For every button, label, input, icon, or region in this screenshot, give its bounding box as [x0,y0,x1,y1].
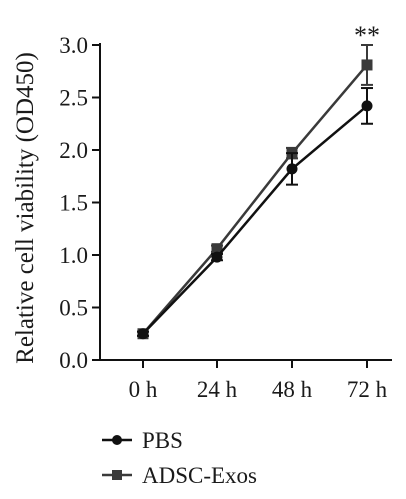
data-point-pbs [137,328,149,340]
x-tick-label: 48 h [272,377,313,402]
legend: PBS ADSC-Exos [102,428,257,488]
y-tick-label: 0.0 [59,348,88,373]
legend-label-adsc-exos: ADSC-Exos [142,463,257,488]
legend-item-pbs: PBS [102,428,183,453]
data-point-pbs [361,100,373,112]
data-point-adsc-exos [361,59,373,71]
x-tick-label: 24 h [197,377,238,402]
series-adsc-exos [137,44,373,340]
x-tick-label: 0 h [129,377,158,402]
legend-marker-pbs [112,435,122,445]
y-axis-label: Relative cell viability (OD450) [12,52,39,364]
annotations: ** [354,21,380,50]
y-tick-label: 0.5 [59,296,88,321]
data-point-pbs [286,163,298,175]
legend-label-pbs: PBS [142,428,183,453]
y-tick-label: 1.5 [59,191,88,216]
y-tick-label: 2.5 [59,86,88,111]
series-layer [137,44,373,340]
legend-item-adsc-exos: ADSC-Exos [102,463,257,488]
legend-marker-adsc-exos [112,470,122,480]
series-line-adsc-exos [142,64,368,335]
data-point-adsc-exos [211,243,223,255]
axes [92,43,392,368]
y-tick-label: 1.0 [59,243,88,268]
tick-labels: 0.0 0.5 1.0 1.5 2.0 2.5 3.0 0 h 24 h 48 h 72 h [59,33,387,402]
y-tick-label: 2.0 [59,138,88,163]
x-tick-label: 72 h [347,377,388,402]
significance-annotation: ** [354,21,380,50]
series-pbs [137,87,373,340]
series-line-pbs [142,104,368,335]
y-tick-label: 3.0 [59,33,88,58]
data-point-pbs [211,251,223,263]
